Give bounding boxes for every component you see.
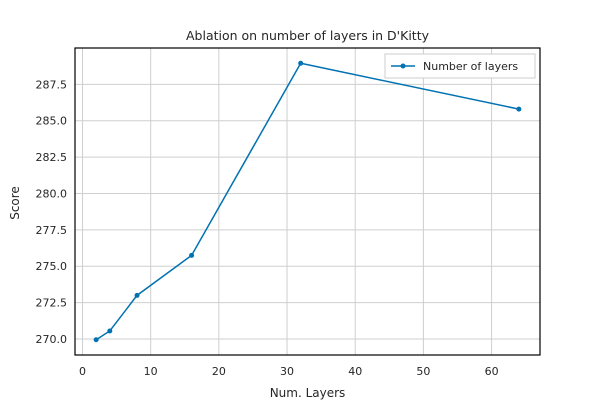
series-layer	[93, 60, 522, 343]
legend-label: Number of layers	[423, 60, 518, 73]
data-point	[189, 252, 195, 258]
x-tick-label: 50	[416, 365, 430, 378]
x-tick-label: 30	[280, 365, 294, 378]
series-line	[95, 62, 520, 341]
plot-frame	[74, 47, 541, 356]
x-tick-label: 10	[144, 365, 158, 378]
x-tick-label: 20	[212, 365, 226, 378]
legend-marker-swatch	[400, 63, 406, 69]
legend: Number of layers	[384, 53, 536, 79]
y-tick-label: 275.0	[36, 260, 68, 273]
data-point	[93, 337, 99, 343]
chart-title: Ablation on number of layers in D'Kitty	[186, 28, 430, 43]
y-axis-label: Score	[8, 186, 22, 220]
data-point	[298, 60, 304, 66]
data-point	[107, 328, 113, 334]
y-tick-label: 272.5	[36, 297, 68, 310]
data-point	[134, 292, 140, 298]
y-tick-label: 270.0	[36, 333, 68, 346]
y-tick-label: 280.0	[36, 187, 68, 200]
data-point	[516, 106, 522, 112]
x-axis-label: Num. Layers	[270, 386, 346, 400]
y-tick-label: 287.5	[36, 78, 68, 91]
y-tick-label: 282.5	[36, 151, 68, 164]
grid	[75, 48, 540, 355]
tick-labels: 0 10 20 30 40 50 60 270.0 272.5 275.0 277.5 280.0 28…	[36, 78, 499, 378]
x-tick-label: 0	[79, 365, 86, 378]
x-tick-label: 60	[485, 365, 499, 378]
x-tick-label: 40	[348, 365, 362, 378]
y-tick-label: 285.0	[36, 115, 68, 128]
y-tick-label: 277.5	[36, 224, 68, 237]
